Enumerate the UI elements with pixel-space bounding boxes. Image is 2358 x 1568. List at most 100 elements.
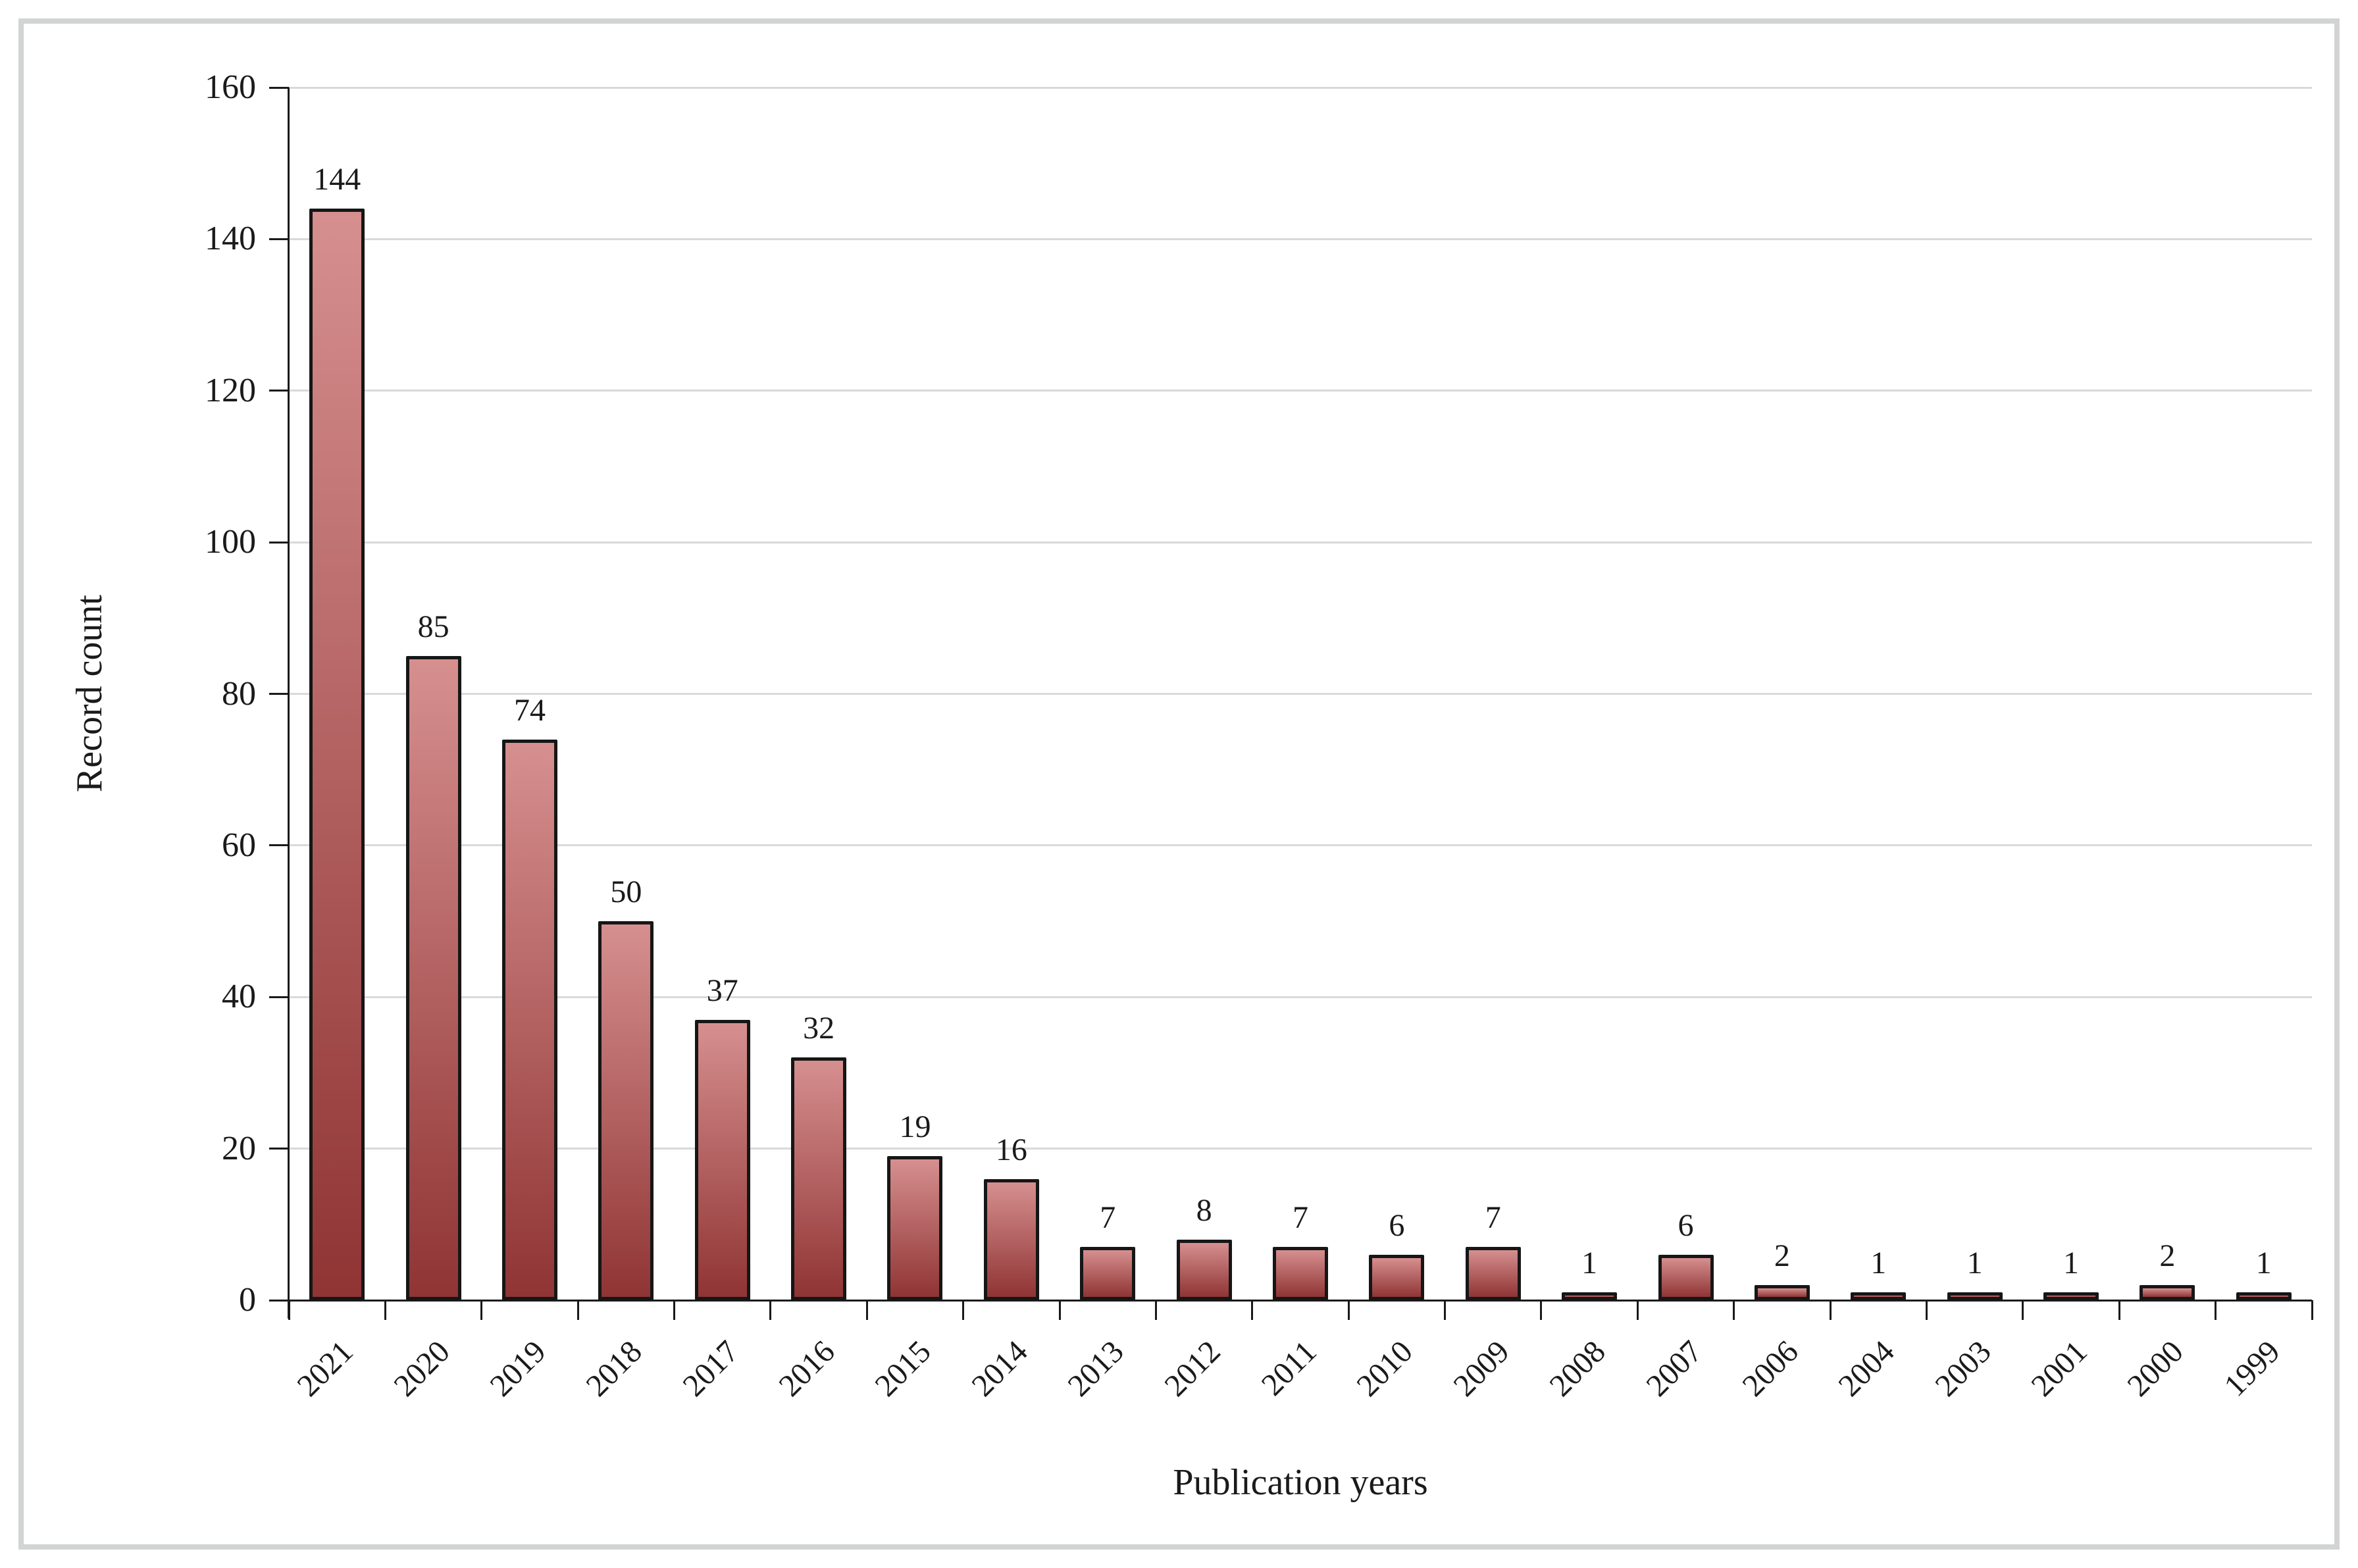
y-tick-label: 120 — [205, 371, 256, 409]
gridline-20 — [289, 1148, 2312, 1150]
x-tick-label: 2011 — [1254, 1334, 1323, 1403]
plot-area: 0 20 40 60 80 100 120 140 160 144 2021 85 2020 74 2019… — [205, 69, 2313, 1404]
bar-2021 — [309, 209, 365, 1300]
y-tick — [269, 1299, 289, 1302]
x-tick-label: 2013 — [1061, 1334, 1131, 1404]
bar-2008 — [1562, 1292, 1618, 1300]
x-tick — [2311, 1300, 2313, 1320]
bar-value-label: 1 — [2063, 1246, 2080, 1281]
bar-value-label: 74 — [513, 692, 546, 728]
y-tick-label: 160 — [205, 68, 256, 106]
bar-2015 — [887, 1156, 943, 1300]
bar-value-label: 8 — [1196, 1192, 1212, 1228]
y-tick — [269, 86, 289, 89]
bar-value-label: 1 — [1870, 1246, 1887, 1281]
y-axis-line — [288, 88, 290, 1319]
x-tick-label: 1999 — [2217, 1334, 2287, 1404]
y-tick-label: 100 — [205, 523, 256, 561]
bar-value-label: 2 — [2159, 1238, 2176, 1273]
x-tick — [1444, 1300, 1447, 1320]
bar-1999 — [2236, 1292, 2292, 1300]
x-tick-label: 2012 — [1158, 1334, 1227, 1404]
gridline-80 — [289, 693, 2312, 695]
x-axis-title: Publication years — [1173, 1462, 1428, 1503]
x-tick — [2215, 1300, 2217, 1320]
bar-2017 — [694, 1019, 750, 1300]
chart-frame: 0 20 40 60 80 100 120 140 160 144 2021 85 2020 74 2019… — [18, 18, 2340, 1550]
bar-value-label: 7 — [1485, 1200, 1501, 1236]
x-tick — [480, 1300, 483, 1320]
x-tick — [1251, 1300, 1254, 1320]
gridline-60 — [289, 844, 2312, 847]
x-tick-label: 2003 — [1928, 1334, 1998, 1404]
bar-value-label: 1 — [1966, 1246, 1983, 1281]
bar-value-label: 1 — [1581, 1246, 1598, 1281]
y-tick-label: 40 — [222, 978, 256, 1016]
bar-2009 — [1465, 1247, 1521, 1300]
bar-2016 — [791, 1057, 847, 1300]
gridline-100 — [289, 541, 2312, 544]
x-tick-label: 2021 — [290, 1334, 360, 1404]
bar-2006 — [1754, 1284, 1810, 1300]
x-tick — [1347, 1300, 1350, 1320]
y-tick-label: 60 — [222, 826, 256, 864]
x-tick-label: 2017 — [676, 1334, 746, 1404]
x-tick-label: 2020 — [386, 1334, 457, 1404]
bar-2007 — [1658, 1254, 1714, 1300]
x-tick-label: 2004 — [1832, 1334, 1902, 1404]
y-axis-title: Record count — [69, 594, 110, 793]
gridline-140 — [289, 238, 2312, 240]
bar-2010 — [1369, 1254, 1425, 1300]
bar-value-label: 6 — [1678, 1207, 1694, 1243]
bar-value-label: 19 — [899, 1109, 931, 1145]
bar-2001 — [2043, 1292, 2099, 1300]
bar-value-label: 1 — [2255, 1246, 2272, 1281]
y-tick — [269, 844, 289, 847]
x-tick — [769, 1300, 772, 1320]
x-tick-label: 2007 — [1639, 1334, 1709, 1404]
y-tick — [269, 1148, 289, 1150]
bar-2011 — [1273, 1247, 1328, 1300]
x-tick-label: 2006 — [1735, 1334, 1805, 1404]
x-tick-label: 2001 — [2024, 1334, 2094, 1404]
x-tick-label: 2016 — [772, 1334, 842, 1404]
x-tick — [1154, 1300, 1157, 1320]
bar-2012 — [1176, 1239, 1232, 1300]
x-tick — [1636, 1300, 1639, 1320]
bar-value-label: 2 — [1774, 1238, 1790, 1273]
bar-2000 — [2140, 1284, 2195, 1300]
bar-value-label: 7 — [1100, 1200, 1116, 1236]
y-tick-label: 80 — [222, 674, 256, 713]
bar-value-label: 6 — [1389, 1207, 1405, 1243]
x-tick-label: 2010 — [1350, 1334, 1420, 1404]
x-tick-label: 2019 — [483, 1334, 553, 1404]
x-tick-label: 2018 — [579, 1334, 650, 1404]
bar-value-label: 32 — [803, 1011, 835, 1046]
y-tick — [269, 390, 289, 392]
gridline-40 — [289, 996, 2312, 998]
bar-2020 — [405, 655, 461, 1300]
x-tick — [1058, 1300, 1061, 1320]
y-tick — [269, 693, 289, 695]
y-tick — [269, 541, 289, 544]
x-tick — [1925, 1300, 1928, 1320]
bar-value-label: 37 — [706, 973, 738, 1008]
x-tick-label: 2014 — [965, 1334, 1035, 1404]
bar-2019 — [501, 739, 557, 1300]
bar-2004 — [1851, 1292, 1907, 1300]
y-tick — [269, 996, 289, 998]
y-tick-label: 140 — [205, 220, 256, 258]
x-tick — [384, 1300, 386, 1320]
x-tick — [865, 1300, 868, 1320]
gridline-120 — [289, 390, 2312, 392]
x-tick — [962, 1300, 965, 1320]
x-tick — [1540, 1300, 1543, 1320]
x-tick — [577, 1300, 579, 1320]
bar-2013 — [1080, 1247, 1136, 1300]
x-tick-label: 2015 — [868, 1334, 938, 1404]
gridline-160 — [289, 86, 2312, 89]
x-tick — [2118, 1300, 2120, 1320]
x-tick — [673, 1300, 676, 1320]
x-tick-label: 2000 — [2120, 1334, 2191, 1404]
